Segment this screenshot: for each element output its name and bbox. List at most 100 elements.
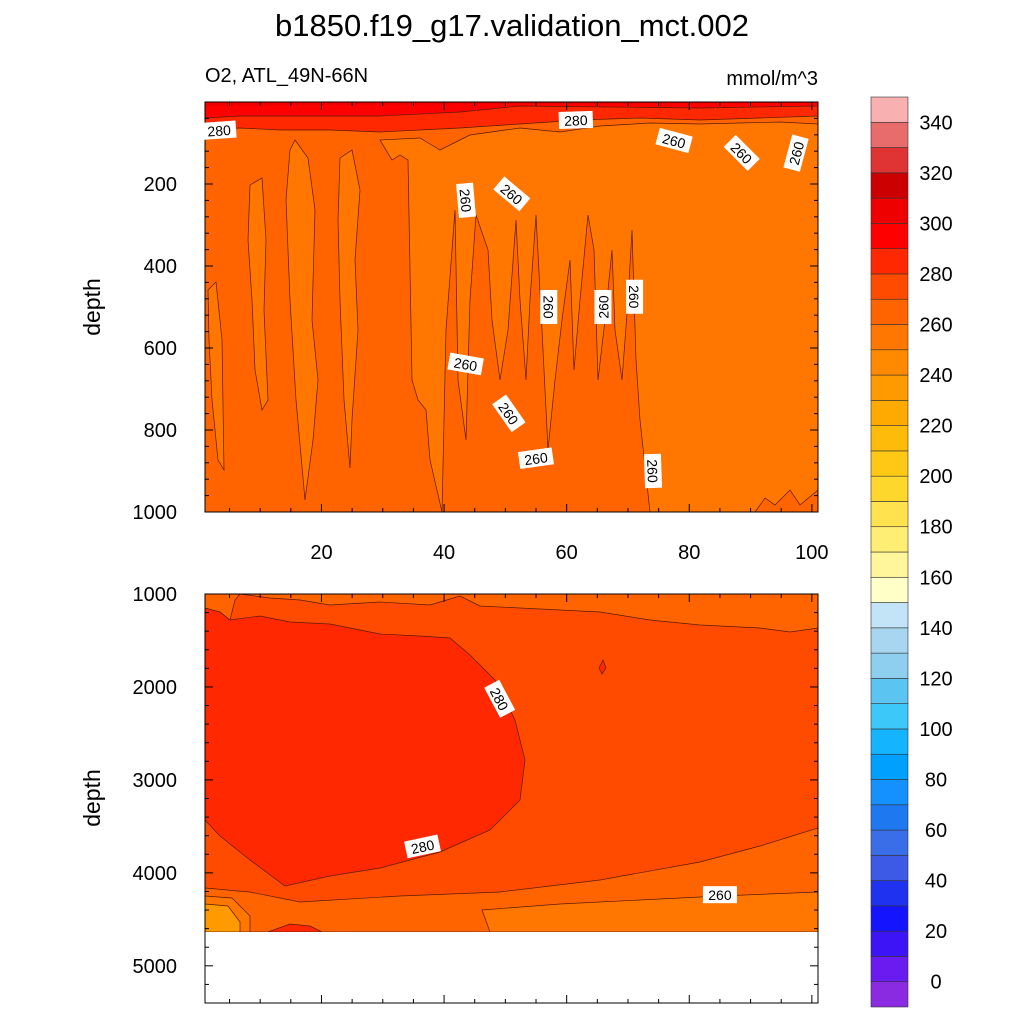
colorbar-segment [870,905,909,932]
colorbar-segment [870,804,909,831]
colorbar-segment [870,425,909,452]
lower-region-260-280-top [205,594,818,633]
contour-label-text: 260 [540,295,556,319]
lower-y-tick-label: 3000 [133,770,178,792]
upper-contour-label: 280 [558,110,594,130]
contour-label-text: 280 [564,112,588,129]
colorbar-tick-label: 340 [919,112,952,134]
colorbar-tick-label: 20 [925,921,947,943]
lower-missing-data-area [205,932,818,1003]
colorbar-segment [870,576,909,603]
contour-label-text: 260 [708,887,732,903]
colorbar-segment [870,779,909,806]
contour-label-box [404,834,441,859]
colorbar-tick-label: 160 [919,567,952,589]
colorbar-segment [870,450,909,477]
upper-contour-label: 260 [540,290,558,324]
upper-contour-label: 260 [594,290,612,324]
contour-label-box [447,352,484,376]
lower-region-220-240 [205,903,241,933]
colorbar-segment [870,96,909,123]
contour-label-box [643,453,663,489]
colorbar-tick-label: 280 [919,264,952,286]
colorbar-segment [870,197,909,224]
colorbar-segment [870,551,909,578]
contour-label-text: 260 [661,130,688,152]
upper-region-240-260-d [247,177,269,411]
contour-label-box [456,182,476,219]
colorbar-tick-label: 60 [925,820,947,842]
colorbar-segment [870,829,909,856]
colorbar-segment [870,324,909,351]
upper-region-240-260-c [337,149,361,469]
lower-y-tick-label: 4000 [133,863,178,885]
colorbar-segment [870,147,909,174]
lower-y-axis: 1000 2000 3000 4000 5000 [133,584,818,1004]
colorbar-segment [870,880,909,907]
x-tick-label: 100 [795,542,828,564]
upper-y-axis-title: depth [79,278,105,336]
upper-frame [204,101,819,513]
chart-title: b1850.f19_g17.validation_mct.002 [275,8,749,43]
upper-region-240-260-b [285,139,319,501]
colorbar: 0 20 40 60 80 100 120 140 160 180 200 220 240 260 280 3… [870,96,953,1008]
upper-contour-label: 260 [517,447,554,469]
contour-label-box [492,394,526,433]
upper-contour-label: 280 [201,120,237,140]
colorbar-segment [870,475,909,502]
contour-label-box [626,279,644,314]
contour-label-box [702,886,737,904]
variable-label: O2, ATL_49N-66N [205,65,368,87]
upper-y-tick-label: 1000 [133,502,178,524]
colorbar-segment [870,501,909,528]
colorbar-segment [870,602,909,629]
upper-contour-label: 260 [493,176,531,212]
contour-label-box [484,679,516,718]
upper-contour-label: 260 [456,182,476,219]
contour-label-box [540,290,558,324]
colorbar-segment [870,349,909,376]
upper-contour-fill [205,102,818,512]
colorbar-segment [870,121,909,148]
lower-y-axis-title: depth [79,769,105,827]
colorbar-segment [870,703,909,730]
upper-y-tick-label: 600 [144,338,177,360]
colorbar-tick-label: 260 [919,315,952,337]
contour-label-text: 280 [410,837,436,858]
contour-label-box [594,290,612,324]
colorbar-segment [870,172,909,199]
contour-label-text: 260 [523,449,549,468]
colorbar-segment [870,678,909,704]
colorbar-segment [870,728,909,755]
x-tick-label: 80 [678,542,700,564]
colorbar-tick-label: 120 [919,668,952,690]
colorbar-segment [870,753,909,780]
colorbar-segment [870,526,909,553]
colorbar-tick-label: 300 [919,213,952,235]
colorbar-segment [870,374,909,401]
colorbar-segment [870,223,909,249]
upper-contour-label: 260 [447,352,484,376]
lower-contour-fill [205,594,818,1003]
colorbar-tick-label: 100 [919,719,952,741]
contour-label-text: 260 [786,140,808,167]
colorbar-segment [870,248,909,275]
lower-y-tick-label: 1000 [133,584,178,606]
upper-y-tick-label: 200 [144,174,177,196]
upper-contour-label: 260 [723,134,760,171]
colorbar-tick-label: 80 [925,770,947,792]
colorbar-tick-label: 240 [919,365,952,387]
lower-y-tick-label: 2000 [133,677,178,699]
colorbar-tick-label: 180 [919,517,952,539]
contour-label-text: 260 [457,188,475,213]
colorbar-tick-label: 320 [919,163,952,185]
colorbar-tick-label: 140 [919,618,952,640]
contour-label-text: 260 [644,459,661,483]
lower-y-tick-label: 5000 [133,956,178,978]
colorbar-segment [870,627,909,654]
x-tick-label: 60 [556,542,578,564]
lower-contour-label: 260 [702,886,737,904]
colorbar-segment [870,652,909,679]
